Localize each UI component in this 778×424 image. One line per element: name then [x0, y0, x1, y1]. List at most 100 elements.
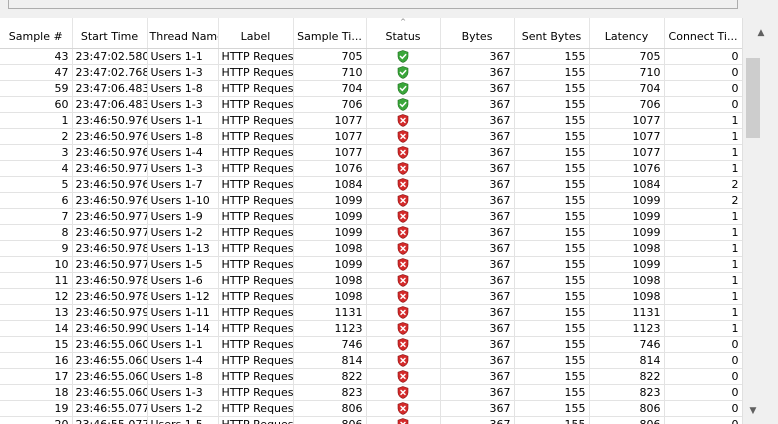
cell-label: HTTP Request: [218, 288, 294, 305]
cell-connect-time: 1: [664, 160, 742, 177]
cell-thread-name: Users 1-8: [147, 80, 219, 97]
table-row[interactable]: 43 23:47:02.580 Users 1-1 HTTP Request 705 36…: [0, 48, 742, 65]
col-header-sample-time[interactable]: Sample Ti...: [293, 18, 367, 49]
cell-connect-time: 0: [664, 336, 742, 353]
cell-bytes: 367: [440, 336, 515, 353]
cell-sample-number: 9: [0, 240, 73, 257]
cell-thread-name: Users 1-4: [147, 352, 219, 369]
cell-sample-number: 4: [0, 160, 73, 177]
scroll-down-arrow-icon[interactable]: ▼: [749, 406, 757, 416]
cell-bytes: 367: [440, 112, 515, 129]
cell-sent-bytes: 155: [514, 336, 590, 353]
table-row[interactable]: 60 23:47:06.483 Users 1-3 HTTP Request 706 36…: [0, 96, 742, 113]
cell-latency: 746: [589, 336, 665, 353]
vertical-scrollbar[interactable]: ▲ ▼: [742, 18, 778, 424]
cell-latency: 814: [589, 352, 665, 369]
col-header-label[interactable]: Label: [218, 18, 294, 49]
cell-sample-number: 12: [0, 288, 73, 305]
cell-label: HTTP Request: [218, 368, 294, 385]
table-row[interactable]: 18 23:46:55.060 Users 1-3 HTTP Request 823 36…: [0, 384, 742, 401]
cell-sample-number: 5: [0, 176, 73, 193]
table-row[interactable]: 20 23:46:55.077 Users 1-5 HTTP Request 806 36…: [0, 416, 742, 424]
cell-sample-time: 710: [293, 64, 367, 81]
scrollbar-thumb[interactable]: [746, 58, 760, 138]
col-header-status[interactable]: ^ Status: [366, 18, 441, 49]
cell-label: HTTP Request: [218, 224, 294, 241]
table-row[interactable]: 7 23:46:50.977 Users 1-9 HTTP Request 1099 36…: [0, 208, 742, 225]
scroll-up-arrow-icon[interactable]: ▲: [757, 28, 765, 38]
cell-start-time: 23:46:55.077: [72, 416, 148, 424]
cell-sample-time: 706: [293, 96, 367, 113]
cell-sample-time: 1099: [293, 208, 367, 225]
table-row[interactable]: 9 23:46:50.978 Users 1-13 HTTP Request 1098 3…: [0, 240, 742, 257]
cell-sent-bytes: 155: [514, 416, 590, 424]
cell-thread-name: Users 1-2: [147, 224, 219, 241]
cell-thread-name: Users 1-2: [147, 400, 219, 417]
col-header-sent-bytes[interactable]: Sent Bytes: [514, 18, 590, 49]
table-row[interactable]: 17 23:46:55.060 Users 1-8 HTTP Request 822 36…: [0, 368, 742, 385]
cell-latency: 1099: [589, 224, 665, 241]
table-row[interactable]: 47 23:47:02.768 Users 1-3 HTTP Request 710 36…: [0, 64, 742, 81]
table-row[interactable]: 10 23:46:50.977 Users 1-5 HTTP Request 1099 3…: [0, 256, 742, 273]
cell-bytes: 367: [440, 192, 515, 209]
col-header-connect-time[interactable]: Connect Ti...: [664, 18, 742, 49]
table-row[interactable]: 12 23:46:50.978 Users 1-12 HTTP Request 1098…: [0, 288, 742, 305]
failure-shield-icon: [366, 416, 441, 424]
table-row[interactable]: 14 23:46:50.990 Users 1-14 HTTP Request 1123…: [0, 320, 742, 337]
cell-bytes: 367: [440, 272, 515, 289]
cell-connect-time: 1: [664, 272, 742, 289]
cell-sample-number: 11: [0, 272, 73, 289]
col-header-start-time[interactable]: Start Time: [72, 18, 148, 49]
cell-connect-time: 2: [664, 176, 742, 193]
cell-sample-time: 1099: [293, 224, 367, 241]
table-row[interactable]: 13 23:46:50.979 Users 1-11 HTTP Request 1131…: [0, 304, 742, 321]
table-row[interactable]: 6 23:46:50.976 Users 1-10 HTTP Request 1099 3…: [0, 192, 742, 209]
table-row[interactable]: 16 23:46:55.060 Users 1-4 HTTP Request 814 36…: [0, 352, 742, 369]
cell-bytes: 367: [440, 304, 515, 321]
table-row[interactable]: 1 23:46:50.976 Users 1-1 HTTP Request 1077 36…: [0, 112, 742, 129]
cell-label: HTTP Request: [218, 176, 294, 193]
cell-connect-time: 0: [664, 48, 742, 65]
cell-start-time: 23:46:50.978: [72, 272, 148, 289]
cell-connect-time: 2: [664, 192, 742, 209]
cell-label: HTTP Request: [218, 112, 294, 129]
table-row[interactable]: 3 23:46:50.976 Users 1-4 HTTP Request 1077 36…: [0, 144, 742, 161]
cell-label: HTTP Request: [218, 400, 294, 417]
cell-connect-time: 0: [664, 400, 742, 417]
col-header-latency[interactable]: Latency: [589, 18, 665, 49]
cell-sample-number: 8: [0, 224, 73, 241]
cell-sample-number: 6: [0, 192, 73, 209]
cell-connect-time: 0: [664, 416, 742, 424]
table-row[interactable]: 59 23:47:06.483 Users 1-8 HTTP Request 704 36…: [0, 80, 742, 97]
cell-latency: 704: [589, 80, 665, 97]
table-row[interactable]: 19 23:46:55.077 Users 1-2 HTTP Request 806 36…: [0, 400, 742, 417]
failure-shield-icon: [366, 320, 441, 337]
cell-label: HTTP Request: [218, 144, 294, 161]
cell-sample-time: 823: [293, 384, 367, 401]
cell-thread-name: Users 1-3: [147, 384, 219, 401]
table-row[interactable]: 4 23:46:50.977 Users 1-3 HTTP Request 1076 36…: [0, 160, 742, 177]
cell-start-time: 23:46:50.977: [72, 224, 148, 241]
table-row[interactable]: 5 23:46:50.976 Users 1-7 HTTP Request 1084 36…: [0, 176, 742, 193]
cell-latency: 1076: [589, 160, 665, 177]
col-header-thread-name[interactable]: Thread Name: [147, 18, 219, 49]
cell-start-time: 23:46:50.979: [72, 304, 148, 321]
table-row[interactable]: 8 23:46:50.977 Users 1-2 HTTP Request 1099 36…: [0, 224, 742, 241]
cell-sent-bytes: 155: [514, 144, 590, 161]
cell-sent-bytes: 155: [514, 128, 590, 145]
cell-sample-time: 1098: [293, 288, 367, 305]
table-row[interactable]: 2 23:46:50.976 Users 1-8 HTTP Request 1077 36…: [0, 128, 742, 145]
table-row[interactable]: 11 23:46:50.978 Users 1-6 HTTP Request 1098 3…: [0, 272, 742, 289]
table-row[interactable]: 15 23:46:55.060 Users 1-1 HTTP Request 746 36…: [0, 336, 742, 353]
cell-bytes: 367: [440, 352, 515, 369]
cell-start-time: 23:47:02.580: [72, 48, 148, 65]
col-header-bytes[interactable]: Bytes: [440, 18, 515, 49]
failure-shield-icon: [366, 400, 441, 417]
col-header-sample-number[interactable]: Sample #: [0, 18, 73, 49]
cell-sample-number: 60: [0, 96, 73, 113]
failure-shield-icon: [366, 144, 441, 161]
cell-thread-name: Users 1-1: [147, 112, 219, 129]
cell-bytes: 367: [440, 144, 515, 161]
failure-shield-icon: [366, 288, 441, 305]
cell-sample-time: 1123: [293, 320, 367, 337]
